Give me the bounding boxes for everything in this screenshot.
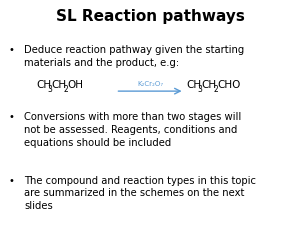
Text: •: • xyxy=(9,176,15,185)
Text: OH: OH xyxy=(67,80,83,90)
Text: •: • xyxy=(9,112,15,122)
Text: K₂Cr₂O₇: K₂Cr₂O₇ xyxy=(137,81,163,87)
Text: 3: 3 xyxy=(47,86,52,94)
Text: 2: 2 xyxy=(213,86,218,94)
Text: CH: CH xyxy=(202,80,217,90)
Text: Deduce reaction pathway given the starting
materials and the product, e.g:: Deduce reaction pathway given the starti… xyxy=(24,45,244,68)
Text: CH: CH xyxy=(52,80,67,90)
Text: SL Reaction pathways: SL Reaction pathways xyxy=(56,9,244,24)
Text: CHO: CHO xyxy=(217,80,241,90)
Text: CH: CH xyxy=(36,80,51,90)
Text: •: • xyxy=(9,45,15,55)
Text: The compound and reaction types in this topic
are summarized in the schemes on t: The compound and reaction types in this … xyxy=(24,176,256,211)
Text: 2: 2 xyxy=(63,86,68,94)
Text: Conversions with more than two stages will
not be assessed. Reagents, conditions: Conversions with more than two stages wi… xyxy=(24,112,241,148)
Text: 3: 3 xyxy=(197,86,202,94)
Text: CH: CH xyxy=(186,80,201,90)
